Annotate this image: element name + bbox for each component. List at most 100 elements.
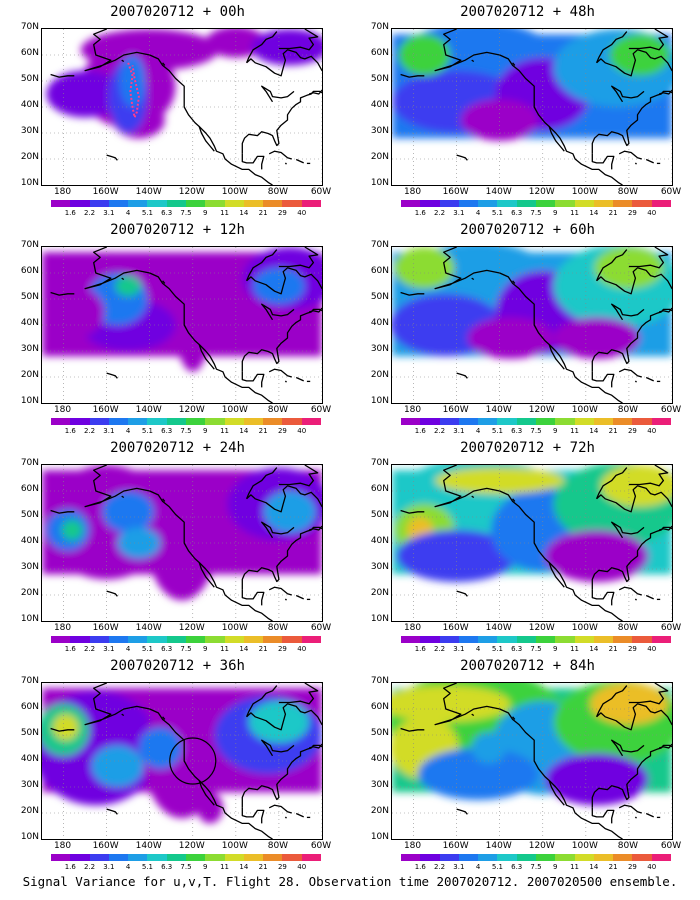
colorbar-swatch bbox=[263, 418, 283, 425]
colorbar-label: 6.3 bbox=[161, 209, 173, 217]
coastline bbox=[308, 525, 322, 531]
lat-tick-label: 50N bbox=[370, 728, 389, 738]
coastline bbox=[149, 54, 273, 185]
map-panel: 2007020712 + 24h 70N 60N 50N 40N 30N 20N 10N 180… bbox=[5, 440, 350, 658]
lat-tick-label: 20N bbox=[20, 370, 39, 380]
colorbar-label: 5.1 bbox=[141, 863, 153, 871]
colorbar-swatch bbox=[147, 418, 167, 425]
colorbar-label: 40 bbox=[647, 863, 657, 871]
lat-tick-label: 30N bbox=[20, 126, 39, 136]
lat-tick-label: 10N bbox=[370, 614, 389, 624]
coastline bbox=[268, 586, 292, 596]
coastline bbox=[400, 291, 425, 296]
coastline bbox=[121, 59, 125, 63]
colorbar-swatch bbox=[574, 854, 594, 861]
colorbar-label: 14 bbox=[239, 209, 249, 217]
lat-tick-label: 20N bbox=[20, 806, 39, 816]
coastline bbox=[512, 280, 516, 284]
colorbar-swatch bbox=[632, 418, 652, 425]
lon-tick-label: 100W bbox=[571, 187, 598, 197]
lon-tick-label: 140W bbox=[135, 841, 162, 851]
coastline bbox=[246, 49, 322, 77]
colorbar-label: 3.1 bbox=[453, 645, 465, 653]
colorbar-label: 6.3 bbox=[161, 863, 173, 871]
coastline bbox=[261, 85, 295, 103]
colorbar-swatch bbox=[263, 854, 283, 861]
lat-tick-label: 20N bbox=[370, 806, 389, 816]
colorbar-label: 6.3 bbox=[511, 209, 523, 217]
coastline bbox=[499, 490, 623, 621]
coastline bbox=[295, 812, 304, 818]
coastline bbox=[634, 380, 637, 383]
colorbar-label: 6.3 bbox=[511, 645, 523, 653]
colorbar-label: 14 bbox=[589, 209, 599, 217]
colorbar-swatch bbox=[458, 200, 479, 207]
colorbar-swatch bbox=[108, 854, 129, 861]
lat-tick-label: 70N bbox=[370, 676, 389, 686]
map-canvas bbox=[42, 465, 322, 621]
colorbar-swatch bbox=[108, 418, 129, 425]
colorbar-swatch bbox=[574, 636, 594, 643]
colorbar-label: 29 bbox=[627, 863, 637, 871]
colorbar-label: 11 bbox=[570, 645, 580, 653]
variance-contour bbox=[471, 732, 507, 764]
lon-tick-label: 160W bbox=[92, 623, 119, 633]
map-canvas bbox=[392, 29, 672, 185]
colorbar-label: 1.6 bbox=[414, 863, 426, 871]
lon-tick-label: 160W bbox=[442, 623, 469, 633]
colorbar-swatch bbox=[128, 636, 148, 643]
lon-tick-label: 100W bbox=[571, 405, 598, 415]
colorbar-swatch bbox=[282, 418, 302, 425]
coastline bbox=[106, 808, 118, 815]
flight-track bbox=[127, 62, 140, 121]
coastline bbox=[308, 89, 322, 95]
map-canvas bbox=[42, 247, 322, 403]
colorbar-label: 3.1 bbox=[103, 427, 115, 435]
map-panel: 2007020712 + 12h 70N 60N 50N 40N 30N 20N 10N 180… bbox=[5, 222, 350, 440]
variance-contour bbox=[44, 286, 105, 338]
coastline bbox=[645, 376, 654, 382]
colorbar-label: 11 bbox=[220, 645, 230, 653]
coastline bbox=[434, 465, 500, 508]
coastline bbox=[198, 562, 215, 588]
colorbar-label: 40 bbox=[297, 863, 307, 871]
lat-tick-label: 50N bbox=[370, 510, 389, 520]
lat-tick-label: 40N bbox=[20, 318, 39, 328]
lat-tick-label: 30N bbox=[20, 780, 39, 790]
coastline bbox=[246, 249, 278, 282]
coastline bbox=[400, 727, 425, 732]
variance-contour bbox=[467, 317, 554, 359]
lat-tick-label: 30N bbox=[20, 562, 39, 572]
colorbar-label: 9 bbox=[203, 427, 208, 435]
coastline bbox=[106, 372, 118, 379]
colorbar-label: 1.6 bbox=[64, 209, 76, 217]
lat-tick-label: 70N bbox=[20, 240, 39, 250]
colorbar-label: 14 bbox=[589, 427, 599, 435]
coastline bbox=[512, 498, 516, 502]
colorbar-label: 6.3 bbox=[511, 427, 523, 435]
colorbar-label: 11 bbox=[570, 427, 580, 435]
colorbar-swatch bbox=[51, 418, 71, 425]
colorbar-label: 2.2 bbox=[433, 427, 446, 435]
lat-tick-label: 60N bbox=[20, 702, 39, 712]
colorbar-swatch bbox=[439, 854, 459, 861]
panel-title: 2007020712 + 60h bbox=[460, 222, 595, 238]
colorbar-label: 4 bbox=[125, 645, 131, 653]
coastline bbox=[278, 29, 319, 51]
colorbar-label: 21 bbox=[608, 863, 618, 871]
coastline bbox=[628, 247, 669, 269]
colorbar-swatch bbox=[224, 200, 244, 207]
colorbar-label: 9 bbox=[203, 645, 208, 653]
colorbar-swatch bbox=[497, 636, 517, 643]
lat-tick-label: 40N bbox=[370, 754, 389, 764]
lon-tick-label: 180 bbox=[53, 187, 72, 197]
lat-tick-label: 50N bbox=[20, 74, 39, 84]
colorbar-swatch bbox=[401, 418, 421, 425]
coastline bbox=[591, 744, 672, 808]
coastline bbox=[645, 812, 654, 818]
colorbar-label: 4 bbox=[475, 427, 481, 435]
colorbar-label: 11 bbox=[220, 427, 230, 435]
coastline bbox=[149, 708, 273, 839]
lat-tick-label: 40N bbox=[370, 318, 389, 328]
lon-tick-label: 140W bbox=[485, 623, 512, 633]
